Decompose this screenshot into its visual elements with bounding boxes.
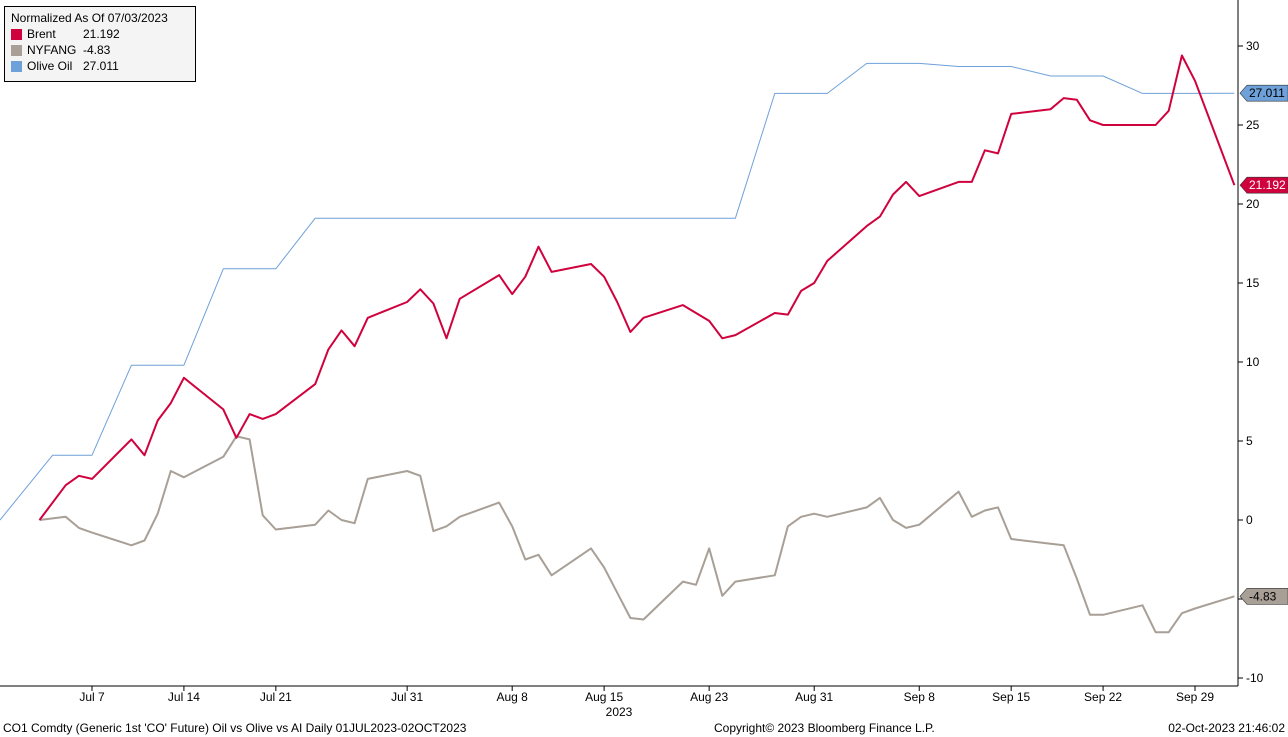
last-value-badge-brent: 21.192 [1239,176,1288,194]
y-tick-label-20: 20 [1246,197,1260,211]
legend-title: Normalized As Of 07/03/2023 [11,11,168,25]
legend-value-brent: 21.192 [83,27,120,41]
x-tick-label-jul-14: Jul 14 [168,690,200,704]
x-tick-label-aug-31: Aug 31 [795,690,833,704]
footer-copyright: Copyright© 2023 Bloomberg Finance L.P. [714,721,935,735]
x-tick-label-aug-8: Aug 8 [497,690,529,704]
x-tick-label-jul-21: Jul 21 [260,690,292,704]
legend-item-nyfang: NYFANG -4.83 [11,42,189,58]
legend-item-olive-oil: Olive Oil 27.011 [11,58,189,74]
x-axis: 2023 Jul 7 Jul 14 Jul 21 Jul 31 Aug 8 Aug 15 A… [0,685,1238,719]
last-value-badge-label-nyfang: -4.83 [1249,589,1277,603]
last-value-badges: 21.192 -4.83 27.011 [1239,84,1288,605]
y-tick-label-0: 0 [1246,513,1253,527]
y-tick-label-25: 25 [1246,118,1260,132]
footer-timestamp: 02-Oct-2023 21:46:02 [1168,721,1285,735]
series-line-brent [38,54,1236,521]
legend-value-olive-oil: 27.011 [83,59,119,73]
x-tick-label-sep-15: Sep 15 [992,690,1030,704]
chart-footer: CO1 Comdty (Generic 1st 'CO' Future) Oil… [0,719,1288,737]
series-line-olive-oil [0,62,1235,521]
y-tick-label-5: 5 [1246,434,1253,448]
legend-swatch-olive-oil [11,60,22,72]
legend-label-olive-oil: Olive Oil [27,59,73,73]
series-line-nyfang [39,435,1235,634]
x-tick-label-sep-8: Sep 8 [904,690,936,704]
y-tick-label-10: 10 [1246,355,1260,369]
legend-value-nyfang: -4.83 [83,43,111,57]
last-value-badge-label-olive-oil: 27.011 [1249,86,1285,100]
last-value-badge-label-brent: 21.192 [1249,178,1286,192]
last-value-badge-bg-olive-oil [1239,84,1288,102]
legend-swatch-nyfang [11,44,22,56]
last-value-badge-bg-nyfang [1239,588,1288,605]
footer-description: CO1 Comdty (Generic 1st 'CO' Future) Oil… [3,721,467,735]
last-value-badge-nyfang: -4.83 [1239,588,1288,605]
x-axis-year-label: 2023 [606,705,633,719]
series-layer [0,54,1236,634]
y-tick-label-minus-10: -10 [1246,671,1264,685]
y-tick-label-15: 15 [1246,276,1260,290]
x-tick-label-jul-7: Jul 7 [79,690,105,704]
chart-canvas: 2023 Jul 7 Jul 14 Jul 21 Jul 31 Aug 8 Aug 15 A… [0,0,1288,719]
y-tick-label-30: 30 [1246,39,1260,53]
last-value-badge-bg-brent [1239,176,1288,194]
legend-label-nyfang: NYFANG [27,43,77,57]
legend-swatch-brent [11,28,22,40]
legend-label-brent: Brent [27,27,56,41]
last-value-badge-olive-oil: 27.011 [1239,84,1288,102]
x-tick-label-aug-15: Aug 15 [585,690,623,704]
legend-item-brent: Brent 21.192 [11,26,189,42]
chart-legend: Normalized As Of 07/03/2023 Brent 21.192… [4,6,196,82]
x-tick-label-aug-23: Aug 23 [690,690,728,704]
x-tick-label-sep-29: Sep 29 [1176,690,1214,704]
x-tick-label-sep-22: Sep 22 [1084,690,1122,704]
x-tick-label-jul-31: Jul 31 [391,690,423,704]
